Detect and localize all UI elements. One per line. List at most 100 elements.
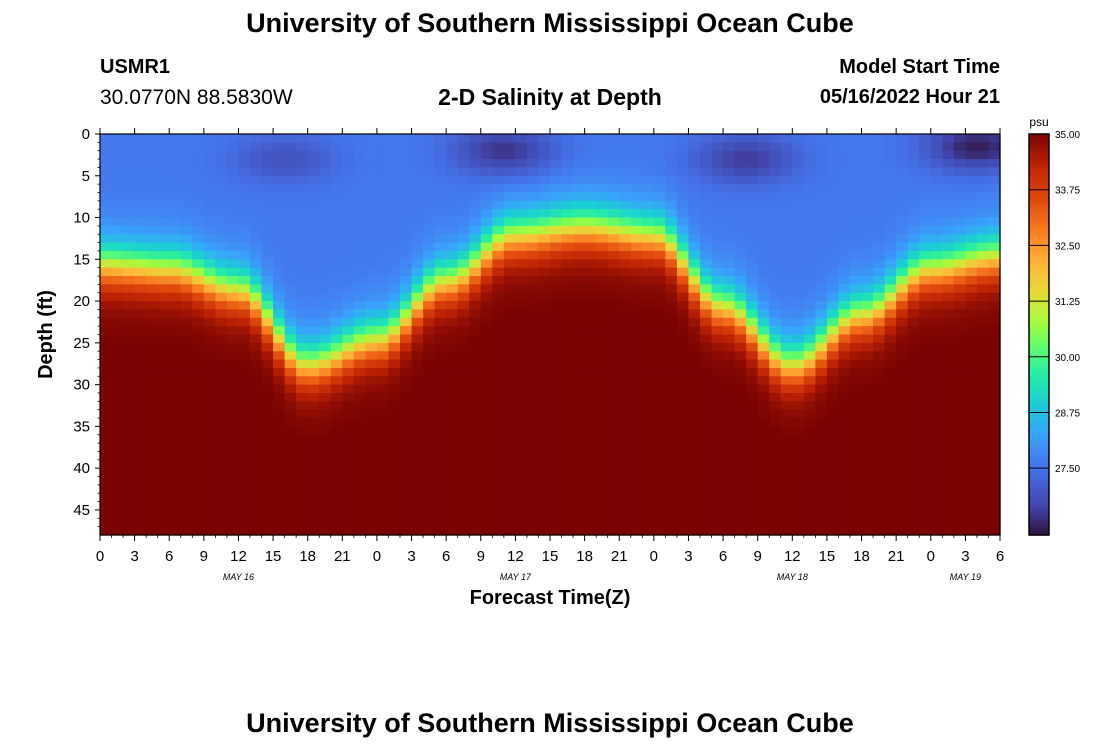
heatmap-cell: [573, 334, 586, 344]
heatmap-cell: [134, 359, 147, 369]
heatmap-cell: [873, 334, 886, 344]
heatmap-cell: [907, 409, 920, 419]
heatmap-cell: [757, 267, 770, 277]
heatmap-cell: [307, 267, 320, 277]
heatmap-cell: [826, 259, 840, 269]
heatmap-cell: [769, 367, 782, 377]
heatmap-cell: [226, 401, 240, 411]
heatmap-cell: [919, 509, 932, 519]
heatmap-cell: [930, 276, 943, 285]
heatmap-cell: [423, 326, 436, 336]
heatmap-cell: [792, 342, 805, 352]
heatmap-cell: [653, 484, 666, 494]
heatmap-cell: [146, 326, 159, 336]
heatmap-cell: [434, 159, 447, 169]
heatmap-cell: [873, 259, 886, 269]
heatmap-cell: [850, 150, 863, 160]
heatmap-cell: [919, 409, 932, 419]
heatmap-cell: [423, 242, 436, 252]
heatmap-cell: [596, 367, 609, 377]
heatmap-cell: [573, 509, 586, 519]
heatmap-cell: [319, 484, 332, 494]
heatmap-cell: [838, 267, 851, 277]
heatmap-cell: [307, 484, 320, 494]
heatmap-cell: [273, 225, 286, 235]
heatmap-cell: [688, 342, 701, 352]
heatmap-cell: [711, 418, 724, 427]
heatmap-cell: [769, 167, 782, 177]
colorbar-swatch: [1029, 240, 1049, 245]
heatmap-cell: [873, 418, 886, 427]
heatmap-cell: [596, 359, 609, 369]
heatmap-cell: [526, 367, 540, 377]
heatmap-cell: [873, 184, 886, 194]
heatmap-cell: [319, 384, 332, 394]
heatmap-cell: [457, 225, 470, 235]
heatmap-cell: [642, 342, 655, 352]
heatmap-cell: [446, 209, 459, 219]
heatmap-cell: [642, 493, 655, 503]
heatmap-cell: [584, 426, 597, 436]
heatmap-cell: [826, 276, 840, 285]
colorbar-swatch: [1029, 274, 1049, 279]
heatmap-cell: [526, 418, 540, 427]
heatmap-cell: [573, 276, 586, 285]
heatmap-cell: [907, 175, 920, 185]
heatmap-cell: [423, 443, 436, 453]
heatmap-cell: [538, 384, 551, 394]
heatmap-cell: [146, 401, 159, 411]
heatmap-cell: [319, 334, 332, 344]
heatmap-cell: [873, 484, 886, 494]
heatmap-cell: [965, 167, 978, 177]
heatmap-cell: [203, 434, 216, 444]
heatmap-cell: [976, 301, 990, 311]
heatmap-cell: [203, 451, 216, 461]
heatmap-cell: [584, 292, 597, 302]
heatmap-cell: [538, 468, 551, 478]
heatmap-cell: [757, 459, 770, 469]
heatmap-cell: [203, 150, 216, 160]
heatmap-cell: [723, 267, 736, 277]
heatmap-cell: [746, 309, 759, 319]
heatmap-cell: [861, 334, 874, 344]
heatmap-cell: [838, 342, 851, 352]
heatmap-cell: [296, 409, 309, 419]
heatmap-cell: [942, 501, 955, 511]
heatmap-cell: [180, 493, 193, 503]
heatmap-cell: [584, 501, 597, 511]
heatmap-cell: [503, 501, 516, 511]
colorbar-swatch: [1029, 371, 1049, 376]
heatmap-cell: [688, 468, 701, 478]
colorbar-swatch: [1029, 357, 1049, 362]
heatmap-cell: [284, 359, 297, 369]
heatmap-cell: [284, 384, 297, 394]
heatmap-cell: [838, 484, 851, 494]
heatmap-cell: [850, 342, 863, 352]
heatmap-cell: [261, 459, 274, 469]
heatmap-cell: [688, 434, 701, 444]
heatmap-cell: [169, 234, 182, 244]
heatmap-cell: [423, 359, 436, 369]
x-tick-label: 0: [650, 548, 658, 565]
heatmap-cell: [100, 426, 113, 436]
heatmap-cell: [284, 209, 297, 219]
heatmap-cell: [780, 267, 793, 277]
heatmap-cell: [100, 309, 113, 319]
heatmap-cell: [746, 468, 759, 478]
heatmap-cell: [942, 184, 955, 194]
heatmap-cell: [711, 376, 724, 386]
heatmap-cell: [930, 434, 943, 444]
heatmap-cell: [746, 351, 759, 361]
heatmap-cell: [861, 259, 874, 269]
heatmap-cell: [215, 142, 228, 152]
heatmap-cell: [100, 392, 113, 402]
heatmap-cell: [457, 326, 470, 336]
heatmap-cell: [746, 493, 759, 503]
heatmap-cell: [642, 326, 655, 336]
heatmap-cell: [665, 209, 678, 219]
heatmap-cell: [769, 392, 782, 402]
heatmap-cell: [861, 501, 874, 511]
heatmap-cell: [307, 326, 320, 336]
heatmap-cell: [919, 401, 932, 411]
heatmap-cell: [353, 334, 366, 344]
